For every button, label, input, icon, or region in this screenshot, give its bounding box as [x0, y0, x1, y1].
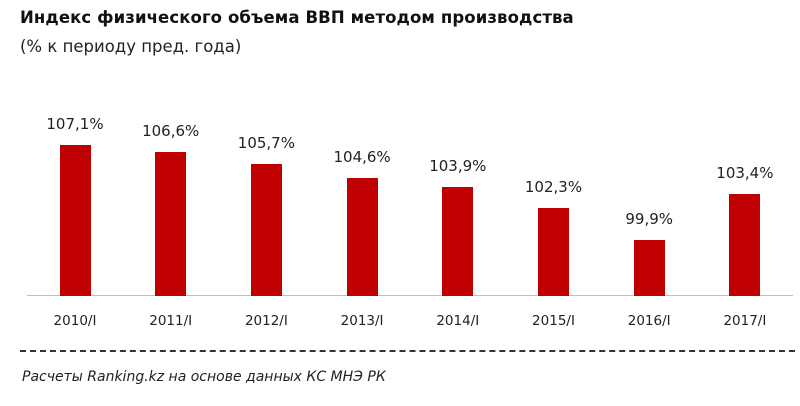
bar [59, 145, 91, 296]
x-tick-label: 2012/I [244, 313, 288, 329]
bar [442, 187, 474, 296]
x-tick-label: 2010/I [53, 313, 97, 329]
x-tick-label: 2014/I [436, 313, 480, 329]
x-tick-label: 2013/I [340, 313, 384, 329]
x-tick-label: 2015/I [532, 313, 575, 329]
data-label: 107,1% [46, 115, 104, 134]
data-label: 99,9% [625, 209, 674, 228]
data-label: 103,4% [716, 163, 774, 182]
bar [538, 208, 569, 296]
data-label: 102,3% [524, 178, 583, 197]
bar [250, 163, 282, 296]
data-label: 106,6% [142, 121, 200, 140]
bar-chart-plot: 107,1% 2010/I 106,6% 2011/I 105,7% 2012/I 104,… [27, 115, 793, 329]
x-tick-label: 2017/I [723, 313, 767, 329]
data-label: 105,7% [237, 133, 295, 152]
chart-subtitle: (% к периоду пред. года) [20, 37, 242, 56]
bar [729, 193, 761, 296]
x-axis-line [27, 295, 793, 296]
bar [633, 239, 665, 296]
chart-title: Индекс физического объема ВВП методом пр… [20, 8, 574, 27]
x-tick-label: 2016/I [627, 313, 671, 329]
data-label: 104,6% [333, 148, 391, 167]
dashed-divider [20, 350, 795, 352]
bar [346, 178, 378, 296]
source-note: Расчеты Ranking.kz на основе данных КС М… [22, 369, 386, 385]
data-label: 103,9% [429, 157, 487, 176]
x-tick-label: 2011/I [149, 313, 193, 329]
bar [155, 151, 187, 296]
